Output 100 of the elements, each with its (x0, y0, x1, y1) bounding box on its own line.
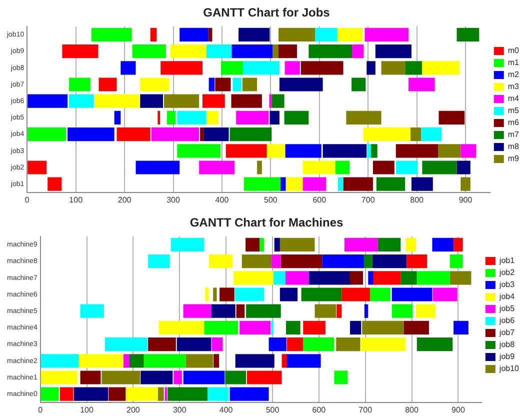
bar (80, 304, 104, 318)
bar (460, 177, 470, 191)
bar (392, 288, 432, 302)
bar (438, 144, 461, 158)
bar (367, 144, 372, 158)
legend-label: m1 (508, 58, 520, 68)
bar (450, 271, 472, 285)
bar (432, 288, 458, 302)
bar (174, 370, 182, 384)
bar (315, 28, 338, 42)
bar (432, 238, 454, 252)
bar (322, 144, 367, 158)
bar (406, 254, 428, 268)
bar (206, 110, 219, 125)
bar (108, 387, 126, 401)
bar (238, 28, 270, 42)
legend-label: job7 (498, 328, 516, 338)
bar (211, 304, 236, 318)
bar (213, 288, 217, 302)
bar (285, 271, 309, 285)
bar (126, 387, 158, 401)
bar (140, 94, 164, 108)
bar (102, 370, 140, 384)
bar (158, 110, 160, 125)
x-tick-label: 0 (24, 195, 30, 204)
bar (114, 110, 121, 125)
bar (230, 127, 272, 142)
bar (366, 61, 376, 75)
bar (200, 127, 204, 142)
legend-label: job4 (498, 292, 516, 302)
bar (48, 177, 62, 191)
bar (268, 337, 286, 352)
bar (352, 78, 366, 92)
x-tick-label: 500 (264, 195, 278, 204)
bar (69, 94, 94, 108)
bar (336, 337, 360, 352)
bar (337, 28, 363, 42)
bar (416, 337, 453, 352)
legend-label: m4 (508, 94, 520, 104)
bar (94, 94, 140, 108)
bar (28, 94, 68, 108)
bar (136, 160, 180, 174)
bar (416, 304, 436, 318)
bar (336, 304, 342, 318)
bar (206, 44, 232, 58)
bar (396, 144, 438, 158)
chart-title: GANTT Chart for Machines (190, 216, 344, 230)
legend-label: job9 (498, 352, 516, 362)
bar (373, 271, 401, 285)
bar (69, 78, 90, 92)
bar (158, 320, 204, 335)
bar (236, 110, 269, 125)
x-tick-label: 0 (38, 405, 44, 414)
bar (98, 78, 117, 92)
bar (177, 110, 206, 125)
legend-label: m8 (508, 142, 520, 152)
bar (140, 78, 170, 92)
x-tick-label: 700 (358, 405, 373, 414)
bar (454, 238, 463, 252)
x-tick-label: 600 (312, 405, 326, 414)
bar (286, 320, 300, 335)
bar (205, 288, 209, 302)
bar (40, 387, 59, 401)
bar (456, 160, 470, 174)
bar (408, 78, 435, 92)
x-tick-label: 600 (312, 195, 327, 204)
bar (350, 271, 364, 285)
bar (308, 44, 352, 58)
bar (116, 127, 150, 142)
bar (314, 304, 336, 318)
bar (204, 320, 238, 335)
bar (186, 354, 214, 368)
bar (303, 337, 334, 352)
legend-label: job6 (498, 316, 516, 326)
legend-label: m9 (508, 154, 520, 164)
bar (208, 254, 233, 268)
bar (232, 44, 273, 58)
bar (372, 160, 394, 174)
bar (322, 254, 364, 268)
bar (422, 160, 457, 174)
bar (140, 370, 173, 384)
bar (259, 238, 264, 252)
bar (176, 337, 212, 352)
legend-label: job8 (498, 340, 516, 350)
bar (199, 160, 235, 174)
bar (404, 320, 429, 335)
bar (286, 337, 304, 352)
bar (454, 320, 468, 335)
bar (344, 238, 378, 252)
x-tick-label: 300 (172, 405, 187, 414)
bar (177, 144, 221, 158)
bar (372, 254, 407, 268)
bar (78, 354, 124, 368)
bar (364, 28, 409, 42)
bar (272, 94, 284, 108)
x-tick-label: 100 (69, 195, 84, 204)
bar (28, 127, 66, 142)
bar (207, 387, 229, 401)
bar (236, 304, 245, 318)
bar (266, 144, 286, 158)
